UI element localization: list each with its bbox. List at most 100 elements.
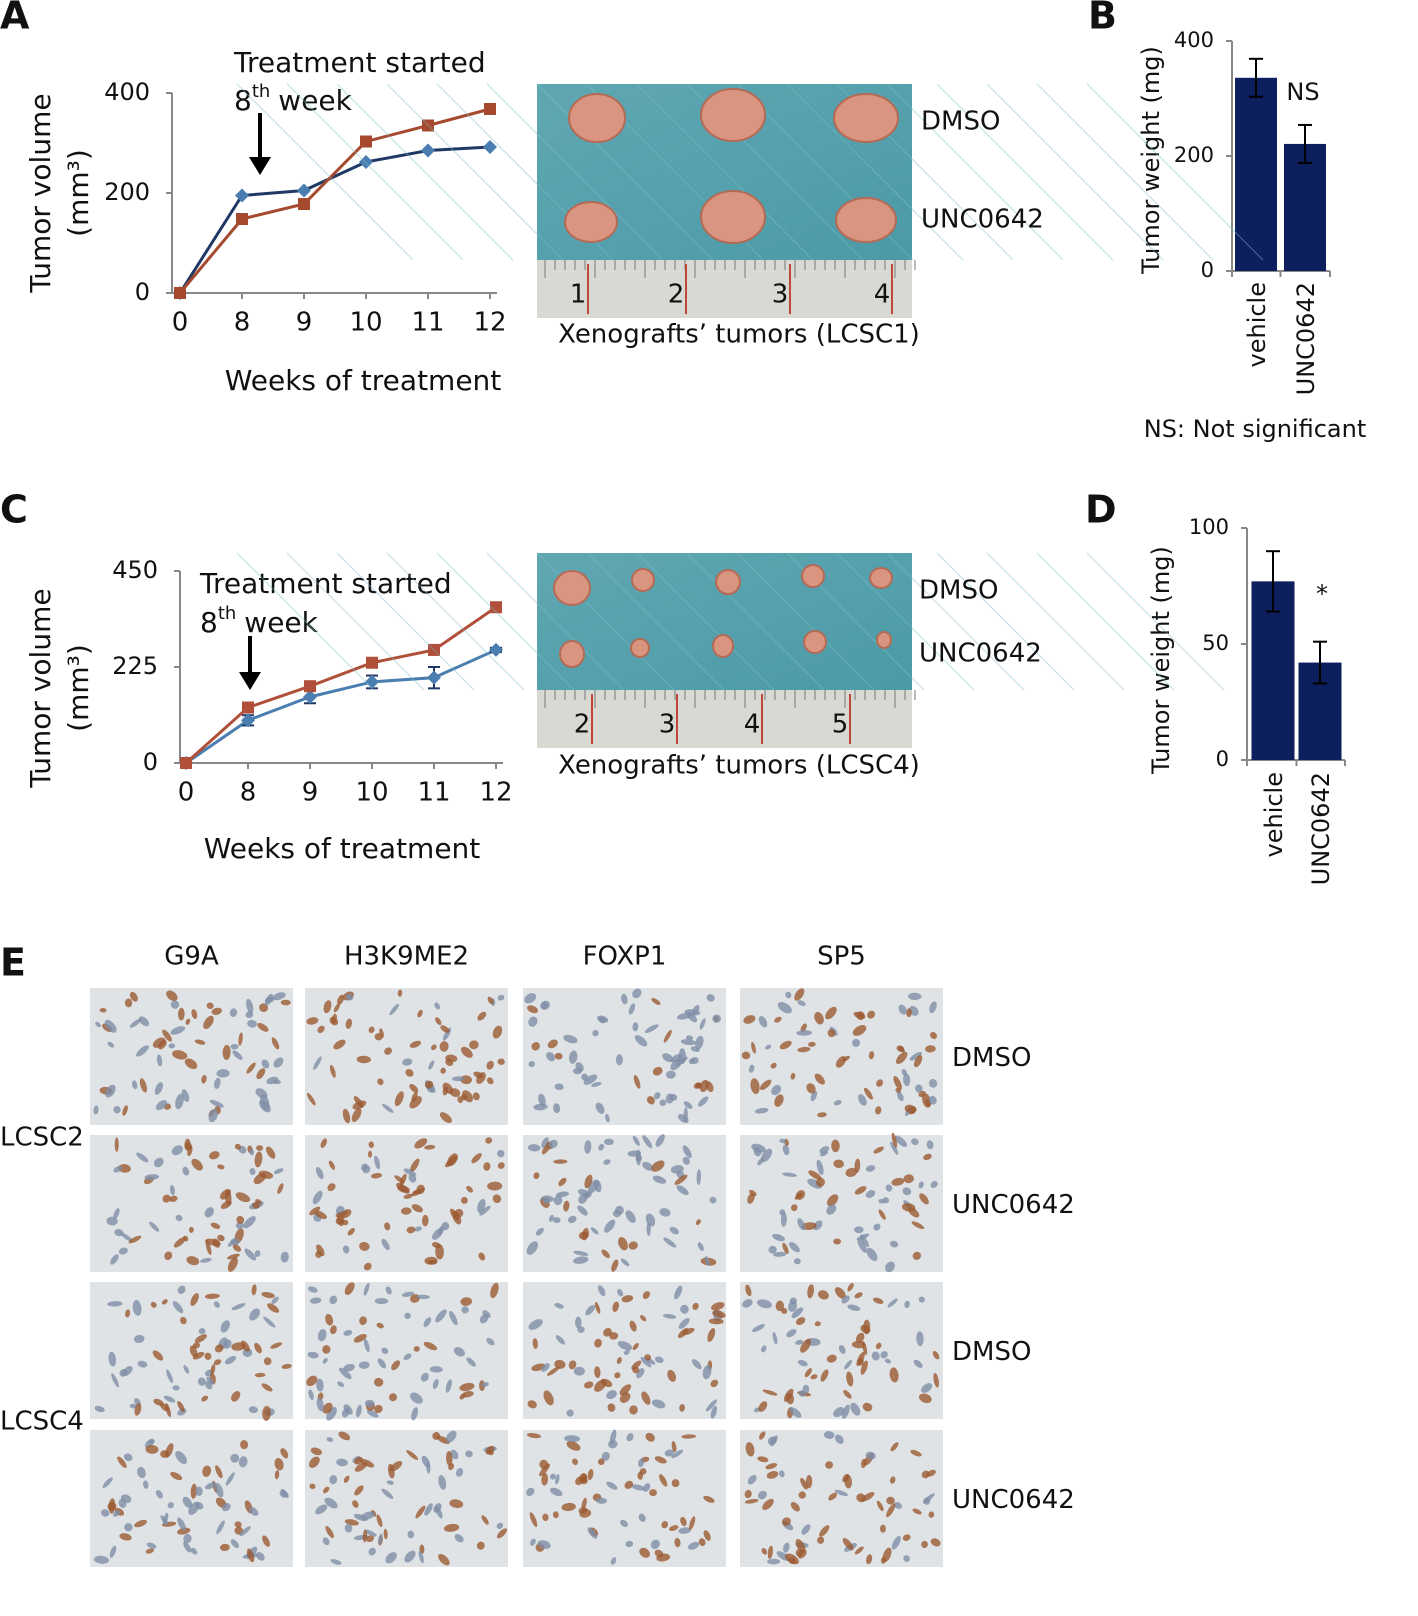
nucleus [581,1227,589,1241]
nucleus [254,1250,261,1257]
nucleus [768,1245,777,1254]
nucleus [409,1040,422,1048]
nucleus [155,1100,168,1111]
cloth-pattern [936,83,1114,261]
nucleus [594,1179,602,1193]
nucleus [280,1251,289,1263]
nucleus [858,1094,867,1106]
nucleus [651,1160,665,1172]
nucleus [377,1358,387,1369]
nucleus [842,1538,854,1551]
row-label: UNC0642 [921,205,1044,235]
nucleus [563,1200,570,1212]
nucleus [236,1215,245,1224]
arrow-head [239,672,261,690]
nucleus [678,1328,689,1339]
nucleus [259,1003,269,1013]
nucleus [423,1341,438,1351]
cloth-pattern [336,552,475,691]
nucleus [793,1258,801,1265]
nucleus [573,1256,589,1264]
nucleus [745,1284,752,1297]
nucleus [913,1055,923,1068]
tumor [869,567,893,589]
x-axis-label: Weeks of treatment [204,832,481,865]
nucleus [449,1310,458,1326]
nucleus [455,1467,464,1477]
nucleus [703,1495,715,1503]
nucleus [535,1227,544,1236]
bar [1284,143,1326,271]
nucleus [756,1299,772,1309]
nucleus [578,1507,588,1514]
nucleus [255,1199,262,1205]
nucleus [215,1465,223,1479]
nucleus [139,1078,148,1093]
nucleus [377,1078,384,1086]
nucleus [363,1282,370,1296]
nucleus [214,1077,221,1089]
nucleus [912,1508,922,1515]
nucleus [136,1152,149,1163]
nucleus [835,1434,844,1444]
nucleus [827,1029,836,1038]
nucleus [930,1538,941,1547]
nucleus [834,1489,848,1497]
nucleus [175,1451,188,1464]
nucleus [342,1245,350,1254]
nucleus [889,1240,899,1248]
nucleus [166,1369,174,1384]
nucleus [632,1135,640,1146]
nucleus [440,1025,450,1033]
nucleus [152,1350,164,1361]
nucleus [606,1390,617,1400]
nucleus [745,1442,755,1457]
nucleus [368,1141,374,1149]
nucleus [381,1488,394,1499]
nucleus [460,1093,468,1101]
nucleus [230,1043,239,1050]
nucleus [316,1378,324,1392]
nucleus [539,1463,551,1477]
nucleus [477,1011,487,1021]
nucleus [485,1137,493,1144]
nucleus [416,1184,425,1195]
nucleus [427,1259,438,1265]
cloth-pattern [586,552,725,691]
nucleus [217,1234,225,1242]
nucleus [481,1382,489,1388]
nucleus [476,1541,485,1550]
nucleus [446,1450,453,1467]
nucleus [182,1166,190,1176]
nucleus [833,1238,842,1245]
cloth-pattern [436,552,575,691]
nucleus [335,1211,348,1218]
marker [298,198,310,210]
nucleus [819,1146,830,1154]
nucleus [895,1051,908,1064]
nucleus [382,1103,394,1113]
tumor [715,569,741,595]
nucleus [306,1017,319,1025]
nucleus [901,1203,916,1212]
cloth-pattern [886,83,1064,261]
nucleus [163,1395,176,1403]
nucleus [632,1022,639,1032]
nucleus [150,1301,157,1308]
nucleus [409,1096,422,1109]
marker [421,143,435,158]
nucleus [229,1008,238,1017]
nucleus [667,1369,677,1382]
x-tick-label: 9 [296,308,313,338]
column-label: SP5 [817,942,866,972]
nucleus [169,1184,175,1196]
nucleus [904,1300,910,1309]
nucleus [414,1226,422,1232]
nucleus [524,993,537,1004]
nucleus [854,1292,863,1299]
nucleus [703,1530,711,1541]
nucleus [435,1017,442,1025]
y-tick-label: 400 [1174,28,1214,52]
cloth-pattern [786,83,964,261]
nucleus [189,1345,198,1358]
